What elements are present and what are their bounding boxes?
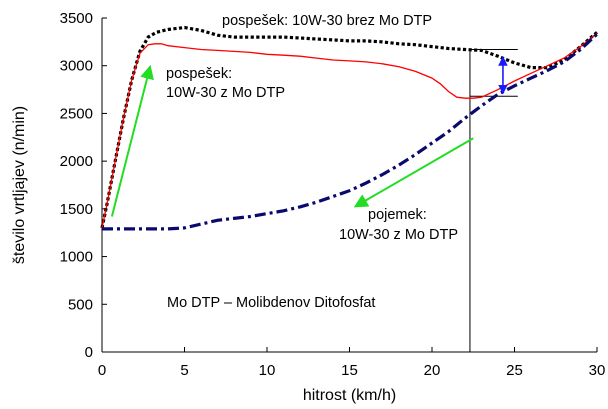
x-tick-label: 5 [180, 362, 188, 379]
annotation-mo-dtp-definition-line1: Mo DTP – Molibdenov Ditofosfat [167, 295, 375, 311]
y-axis-title: število vrtljajev (n/min) [11, 106, 28, 264]
y-tick-label: 3500 [60, 10, 93, 27]
y-tick-label: 3000 [60, 58, 93, 75]
annotation-pospesek-z-line2: 10W-30 z Mo DTP [166, 85, 285, 101]
y-tick-label: 0 [85, 344, 93, 361]
series-pojemek-z-mo-dtp [102, 33, 599, 231]
y-tick-label: 500 [68, 296, 93, 313]
y-tick-label: 2000 [60, 153, 93, 170]
x-ticks: 0 5 10 15 20 25 30 [98, 347, 606, 379]
x-tick-label: 15 [341, 362, 358, 379]
y-tick-label: 1500 [60, 201, 93, 218]
annotation-mo-dtp-definition: Mo DTP – Molibdenov Ditofosfat [167, 295, 375, 311]
x-tick-label: 20 [424, 362, 441, 379]
arrow-pojemek [353, 137, 474, 208]
x-tick-label: 25 [506, 362, 523, 379]
arrow-pospesek [110, 64, 154, 217]
annotation-pospesek-brez-line1: pospešek: 10W-30 brez Mo DTP [222, 13, 432, 29]
y-tick-label: 2500 [60, 105, 93, 122]
y-ticks: 0 500 1000 1500 2000 2500 3000 3500 [60, 10, 107, 361]
y-tick-label: 1000 [60, 249, 93, 266]
x-tick-label: 30 [589, 362, 606, 379]
x-tick-label: 0 [98, 362, 106, 379]
annotation-pospesek-brez: pospešek: 10W-30 brez Mo DTP [222, 13, 432, 29]
annotation-pospesek-z-line1: pospešek: [166, 66, 232, 82]
annotation-pojemek-line1: pojemek: [368, 207, 427, 223]
annotation-pojemek-line2: 10W-30 z Mo DTP [339, 227, 458, 243]
series-pospesek-z-mo-dtp [101, 32, 598, 229]
annotation-pospesek-z: pospešek: 10W-30 z Mo DTP [166, 66, 285, 101]
annotation-pojemek: pojemek: 10W-30 z Mo DTP [339, 207, 458, 243]
x-axis-title: hitrost (km/h) [303, 387, 396, 404]
series-pospesek-brez-mo-dtp [100, 25, 599, 229]
x-tick-label: 10 [259, 362, 276, 379]
